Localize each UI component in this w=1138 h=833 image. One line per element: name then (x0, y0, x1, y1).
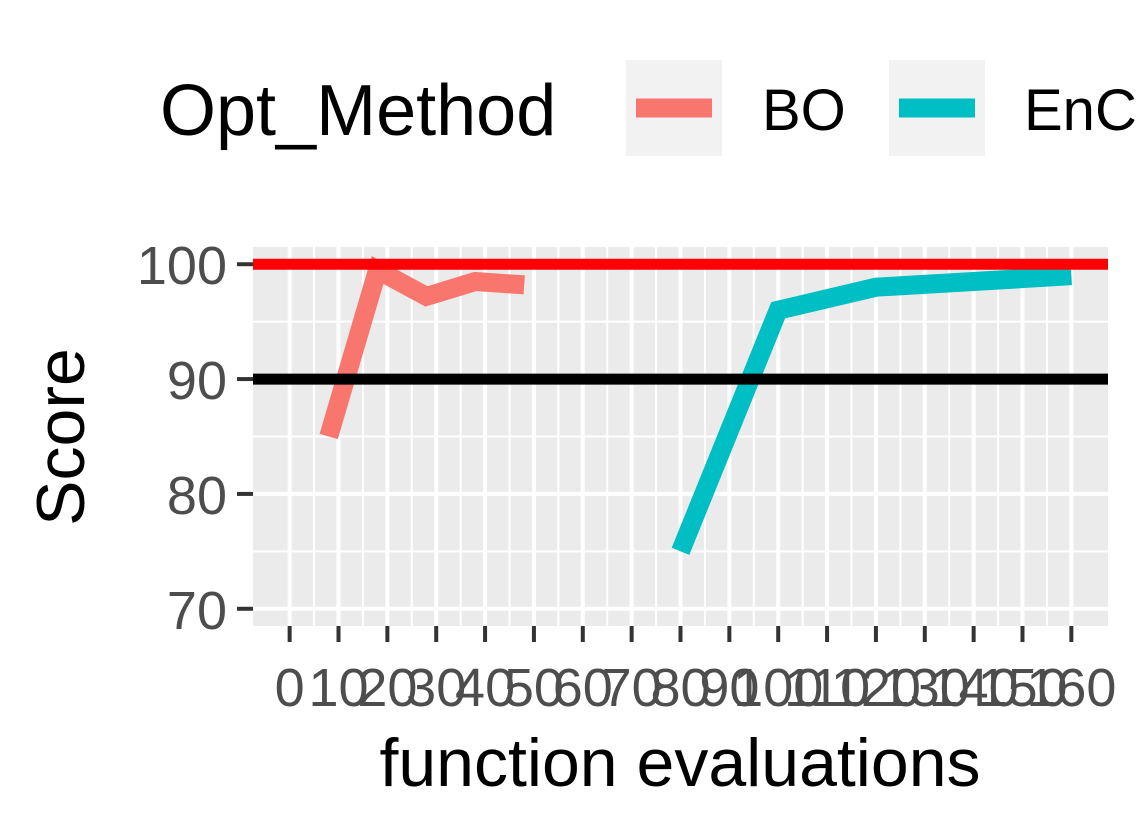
x-tick-label: 160 (1026, 658, 1116, 718)
x-tick-label: 70 (602, 658, 662, 718)
series-line-bo (319, 256, 525, 440)
x-tick-label: 20 (357, 658, 417, 718)
y-axis-title: Score (23, 348, 99, 526)
y-tick-label: 100 (137, 236, 227, 296)
y-tick-label: 80 (167, 466, 227, 526)
x-tick-label: 140 (929, 658, 1019, 718)
x-tick-label: 80 (650, 658, 710, 718)
minor-gridlines (253, 247, 1108, 626)
series-lines (319, 256, 1072, 555)
x-tick-label: 150 (977, 658, 1067, 718)
x-tick-label: 90 (699, 658, 759, 718)
x-tick-label: 120 (831, 658, 921, 718)
series-line-enc (671, 266, 1072, 555)
legend-title: Opt_Method (160, 71, 556, 151)
x-tick-label: 50 (504, 658, 564, 718)
legend-label-bo: BO (762, 78, 846, 143)
x-tick-label: 110 (784, 658, 870, 718)
x-tick-label: 130 (880, 658, 970, 718)
x-tick-label: 40 (455, 658, 515, 718)
x-tick-label: 0 (275, 658, 305, 718)
legend-label-enc: EnC (1024, 78, 1137, 143)
reference-lines (253, 258, 1108, 385)
legend: Opt_Method BO EnC (160, 60, 1137, 156)
x-tick-label: 10 (308, 658, 368, 718)
x-axis-title: function evaluations (379, 725, 980, 801)
x-tick-label: 100 (733, 658, 823, 718)
y-tick-label: 90 (167, 351, 227, 411)
y-tick-label: 70 (167, 581, 227, 641)
x-tick-label: 30 (406, 658, 466, 718)
x-tick-label: 60 (553, 658, 613, 718)
